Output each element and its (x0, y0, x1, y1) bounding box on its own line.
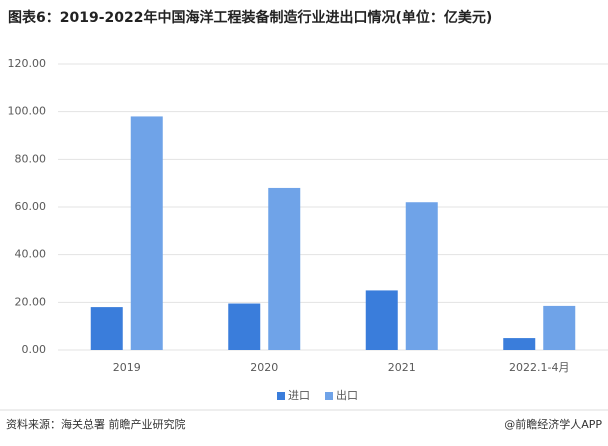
bar (228, 303, 261, 350)
y-tick-label: 120.00 (8, 57, 47, 70)
chart-title: 图表6：2019-2022年中国海洋工程装备制造行业进出口情况(单位：亿美元) (8, 9, 492, 26)
bar (543, 305, 576, 350)
y-tick-label: 80.00 (15, 152, 47, 165)
credit: @前瞻经济学人APP (504, 417, 602, 431)
x-tick-label: 2021 (388, 361, 416, 374)
legend-label: 进口 (288, 389, 310, 402)
y-tick-label: 40.00 (15, 248, 47, 261)
bar (90, 307, 123, 350)
x-tick-label: 2020 (250, 361, 278, 374)
bar (405, 202, 438, 350)
legend-label: 出口 (336, 388, 358, 402)
source: 资料来源：海关总署 前瞻产业研究院 (6, 417, 186, 431)
bar (365, 290, 398, 350)
bar (503, 338, 536, 350)
bar (268, 187, 301, 350)
y-tick-label: 20.00 (15, 295, 47, 308)
y-tick-label: 60.00 (15, 200, 47, 213)
x-tick-label: 2019 (113, 361, 141, 374)
legend-swatch (277, 392, 285, 400)
y-tick-label: 100.00 (8, 105, 47, 118)
legend-swatch (325, 392, 333, 400)
x-tick-label: 2022.1-4月 (509, 361, 569, 374)
y-tick-label: 0.00 (22, 343, 47, 356)
bar (130, 116, 163, 350)
